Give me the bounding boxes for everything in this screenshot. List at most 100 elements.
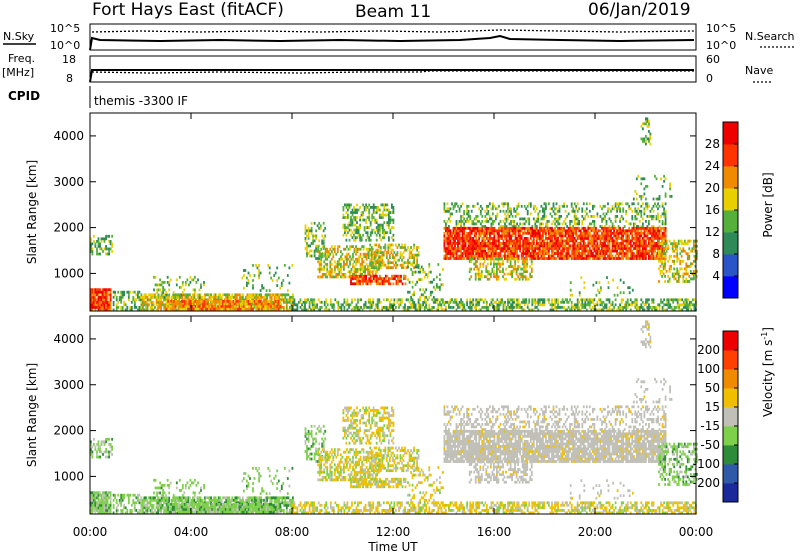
power-cell bbox=[145, 300, 147, 304]
power-cell bbox=[645, 300, 647, 304]
power-cell bbox=[338, 270, 341, 274]
power-cell bbox=[525, 257, 528, 260]
power-cell bbox=[259, 302, 262, 306]
power-cell bbox=[510, 252, 512, 255]
power-cell bbox=[598, 252, 600, 255]
power-cell bbox=[381, 258, 384, 262]
power-cell bbox=[448, 252, 450, 255]
power-cell bbox=[554, 222, 556, 226]
power-cell bbox=[587, 231, 590, 235]
power-cell bbox=[347, 203, 349, 207]
power-cell bbox=[446, 207, 449, 211]
power-cell bbox=[411, 298, 414, 302]
power-cell bbox=[446, 237, 449, 240]
power-cell bbox=[587, 252, 590, 255]
power-cell bbox=[499, 252, 502, 255]
nsky-panel: N.Sky 10^5 10^0 10^5 10^0 N.Search bbox=[3, 22, 795, 52]
power-cell bbox=[102, 293, 104, 297]
power-cell bbox=[616, 252, 618, 255]
power-cell bbox=[676, 298, 679, 302]
power-cell bbox=[537, 247, 540, 250]
power-cell bbox=[97, 252, 100, 256]
power-cell bbox=[596, 308, 599, 312]
power-cell bbox=[651, 252, 653, 255]
power-cell bbox=[448, 249, 450, 253]
power-cell bbox=[389, 303, 391, 307]
power-cell bbox=[360, 274, 363, 278]
power-cell bbox=[152, 293, 155, 297]
power-cell bbox=[542, 242, 544, 245]
power-cell bbox=[592, 204, 594, 208]
power-cell bbox=[489, 247, 491, 250]
power-cell bbox=[478, 257, 481, 260]
power-cell bbox=[377, 226, 380, 229]
power-cell bbox=[561, 244, 564, 248]
power-cell bbox=[232, 300, 235, 303]
power-cell bbox=[375, 238, 378, 242]
power-cell bbox=[458, 207, 461, 211]
power-cell bbox=[413, 266, 415, 270]
power-cell bbox=[588, 239, 591, 243]
power-cell bbox=[569, 298, 571, 302]
power-cell bbox=[475, 300, 478, 304]
power-cell bbox=[688, 306, 691, 309]
power-cell bbox=[410, 263, 412, 266]
power-cell bbox=[561, 252, 564, 255]
power-cell bbox=[519, 244, 521, 248]
power-cell bbox=[501, 225, 503, 228]
power-cell bbox=[532, 300, 535, 304]
power-cell bbox=[579, 231, 582, 235]
power-cell bbox=[557, 244, 559, 248]
power-cell bbox=[321, 239, 324, 243]
power-cell bbox=[237, 300, 239, 303]
power-cell bbox=[91, 300, 94, 304]
power-cell bbox=[516, 303, 518, 307]
power-cell bbox=[546, 249, 549, 253]
power-cell bbox=[376, 308, 379, 312]
power-cell bbox=[523, 239, 526, 243]
power-cell bbox=[669, 298, 671, 302]
power-cell bbox=[336, 265, 339, 269]
power-cell bbox=[344, 262, 347, 266]
power-cell bbox=[348, 306, 350, 309]
power-cell bbox=[614, 226, 617, 230]
power-cell bbox=[389, 221, 392, 224]
power-cell bbox=[575, 257, 578, 260]
power-cell bbox=[535, 225, 538, 228]
power-cell bbox=[395, 282, 398, 286]
power-cell bbox=[312, 234, 314, 238]
power-cell bbox=[614, 231, 617, 235]
power-cell bbox=[652, 226, 655, 230]
power-cell bbox=[175, 308, 178, 312]
power-cell bbox=[516, 239, 518, 243]
power-cell bbox=[155, 300, 158, 304]
power-cell bbox=[492, 254, 494, 258]
power-cell bbox=[455, 226, 458, 230]
power-cell bbox=[454, 239, 456, 243]
power-cell bbox=[372, 277, 375, 281]
power-cell bbox=[566, 237, 568, 240]
power-cell bbox=[448, 225, 450, 228]
power-cell bbox=[304, 308, 306, 312]
power-cell bbox=[307, 234, 310, 238]
power-cell bbox=[448, 234, 450, 238]
power-cell bbox=[510, 303, 512, 307]
power-cell bbox=[535, 217, 538, 221]
power-cell bbox=[91, 308, 94, 312]
power-cell bbox=[310, 300, 312, 304]
power-cell bbox=[479, 244, 482, 248]
power-cell bbox=[622, 242, 625, 245]
power-cell bbox=[581, 237, 584, 240]
power-cell bbox=[643, 237, 646, 240]
power-cell bbox=[363, 226, 366, 229]
power-cell bbox=[654, 234, 656, 238]
power-cell bbox=[461, 244, 464, 248]
power-cell bbox=[443, 239, 446, 243]
power-cell bbox=[643, 247, 646, 250]
power-cell bbox=[464, 237, 467, 240]
power-cell bbox=[467, 247, 470, 250]
power-cell bbox=[493, 244, 496, 248]
power-cell bbox=[255, 302, 257, 306]
power-cell bbox=[570, 244, 573, 248]
power-cell bbox=[617, 204, 620, 208]
